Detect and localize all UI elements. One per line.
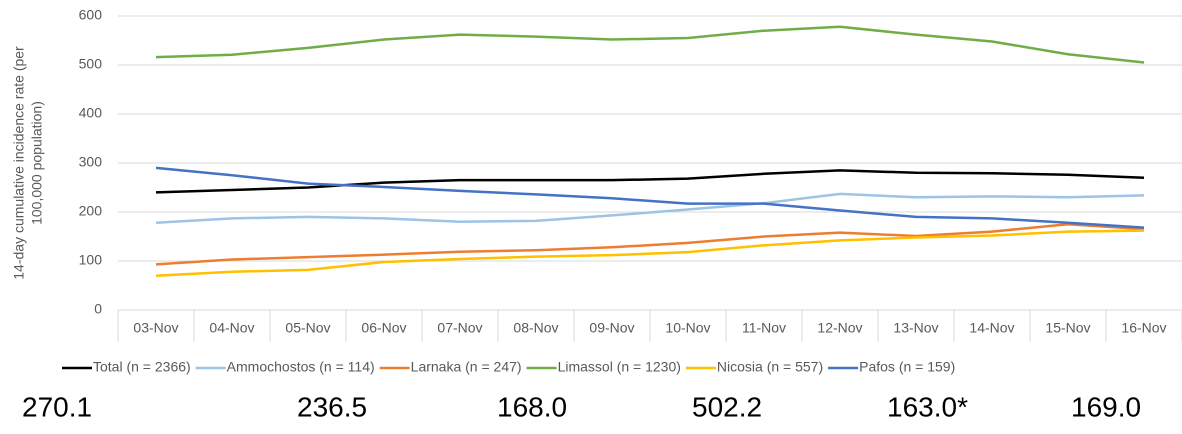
x-tick-label: 03-Nov	[133, 320, 178, 336]
series-line	[155, 229, 1145, 277]
y-axis-label: 100,000 population)	[29, 101, 45, 225]
figure-value: 169.0	[1071, 391, 1141, 422]
x-tick-label: 12-Nov	[817, 320, 862, 336]
x-tick-label: 14-Nov	[969, 320, 1014, 336]
legend-label: Total (n = 2366)	[93, 359, 191, 375]
figure-value: 168.0	[497, 391, 567, 422]
legend-label: Limassol (n = 1230)	[558, 359, 681, 375]
x-tick-label: 15-Nov	[1045, 320, 1090, 336]
y-tick-label: 300	[79, 154, 103, 170]
series-line	[155, 222, 1145, 266]
x-tick-label: 13-Nov	[893, 320, 938, 336]
series-line	[155, 169, 1145, 194]
series-line	[155, 25, 1145, 64]
legend-label: Pafos (n = 159)	[859, 359, 955, 375]
x-tick-label: 09-Nov	[589, 320, 634, 336]
y-tick-label: 400	[79, 105, 103, 121]
figure-value: 502.2	[692, 391, 762, 422]
figure-value: 270.1	[22, 391, 92, 422]
y-axis-label: 14-day cumulative incidence rate (per	[11, 46, 27, 280]
figure-value: 163.0*	[887, 391, 968, 422]
x-tick-label: 07-Nov	[437, 320, 482, 336]
figure-value: 236.5	[297, 391, 367, 422]
legend-label: Nicosia (n = 557)	[717, 359, 823, 375]
x-tick-label: 10-Nov	[665, 320, 710, 336]
legend-label: Larnaka (n = 247)	[411, 359, 522, 375]
x-tick-label: 06-Nov	[361, 320, 406, 336]
x-tick-label: 16-Nov	[1121, 320, 1166, 336]
y-tick-label: 100	[79, 252, 103, 268]
x-tick-label: 08-Nov	[513, 320, 558, 336]
x-tick-label: 11-Nov	[742, 320, 786, 336]
y-tick-label: 500	[79, 56, 103, 72]
series-line	[155, 192, 1145, 225]
y-tick-label: 200	[79, 203, 103, 219]
x-tick-label: 04-Nov	[209, 320, 254, 336]
series-line	[155, 166, 1145, 229]
legend-label: Ammochostos (n = 114)	[227, 359, 375, 375]
y-tick-label: 600	[79, 7, 103, 23]
x-tick-label: 05-Nov	[285, 320, 330, 336]
y-tick-label: 0	[94, 301, 102, 317]
